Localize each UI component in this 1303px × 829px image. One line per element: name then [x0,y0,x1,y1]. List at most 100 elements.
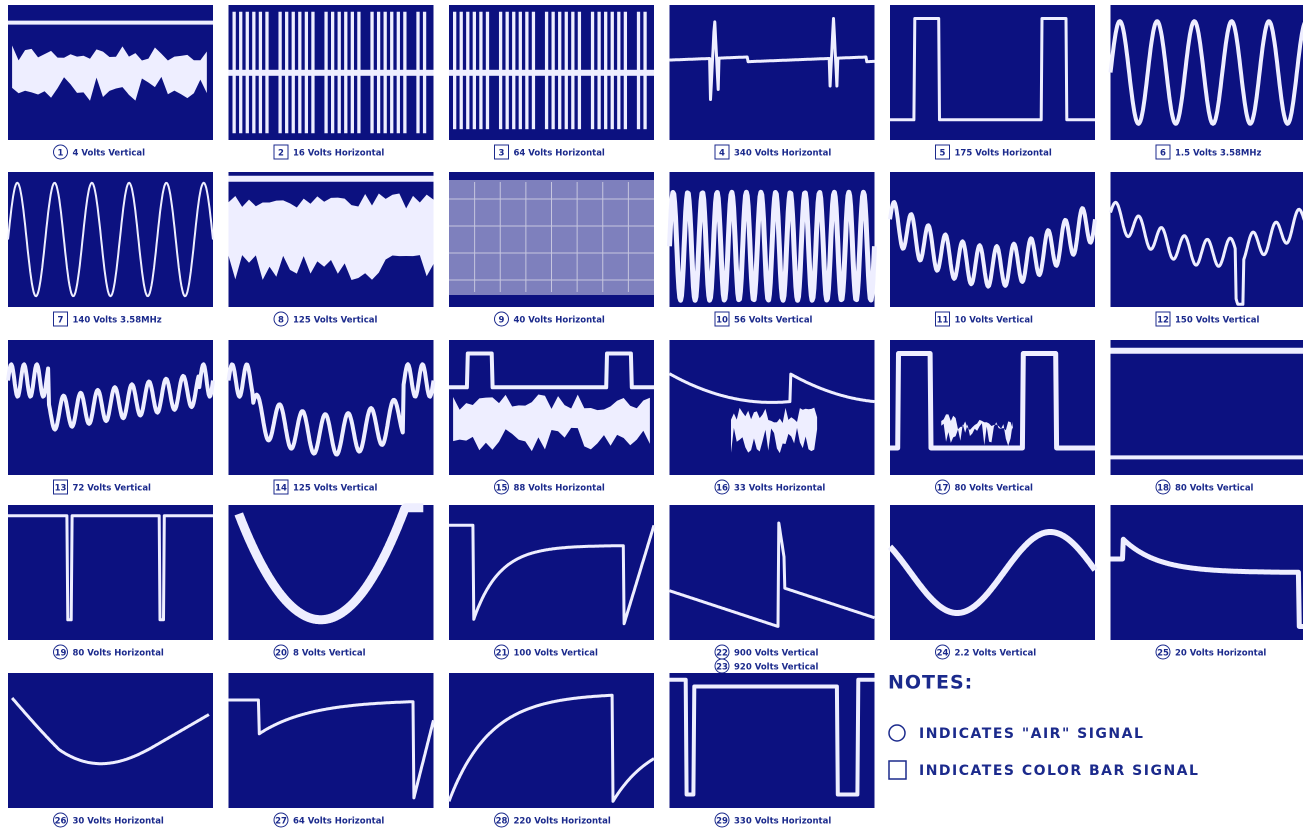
caption-label: 16 Volts Horizontal [293,149,384,159]
trace [448,523,656,626]
waveform-panel: 5 175 Volts Horizontal [889,5,1096,160]
caption-number: 1 [58,149,64,159]
colorbar-marker [1155,144,1171,160]
caption-number: 7 [58,316,64,326]
air-marker [1155,644,1171,660]
air-marker [273,311,289,327]
trace [6,362,215,432]
waveform-panel: 19 80 Volts Horizontal [7,505,214,660]
scope-screen [890,172,1095,307]
caption-number: 26 [55,817,67,827]
waveform-panel: 15 88 Volts Horizontal [447,340,656,495]
caption-label: 175 Volts Horizontal [955,149,1052,159]
air-marker [53,812,68,828]
waveform-panel: 21 100 Volts Vertical [448,505,656,660]
air-marker [494,479,509,495]
scope-screen [669,340,875,475]
caption-label: 2.2 Volts Vertical [955,649,1037,659]
trace-blob [941,414,1013,446]
trace [226,362,436,457]
air-marker [494,812,509,828]
trace [668,677,876,797]
scope-screen [890,340,1095,475]
trace-blob [228,193,434,280]
colorbar-marker [273,144,289,160]
caption-number: 12 [1157,316,1169,326]
caption-label: 125 Volts Vertical [293,316,377,326]
waveform-panel: 6 1.5 Volts 3.58MHz [1108,5,1303,160]
trace [227,698,435,800]
caption-label: 64 Volts Horizontal [514,149,605,159]
caption-number: 25 [1157,649,1169,659]
waveform-panel: 24 2.2 Volts Vertical [887,505,1098,660]
trace-bar [228,69,434,76]
trace [887,529,1098,616]
caption-label: 72 Volts Vertical [73,484,152,494]
waveform-panel: 25 20 Volts Horizontal [1108,505,1303,660]
waveform-panel: 1 4 Volts Vertical [6,5,215,160]
trace [889,17,1096,122]
waveform-panel: 29 330 Volts Horizontal [668,673,876,828]
caption-number: 21 [496,649,508,659]
trace [7,514,214,622]
trace-blob [12,45,207,101]
caption-number: 3 [499,149,505,159]
waveform-panel: 10 56 Volts Vertical [667,172,877,327]
air-marker [714,479,730,495]
trace-blob [453,394,650,452]
trace [1109,200,1303,306]
air-marker [273,644,289,660]
colorbar-marker [935,311,950,327]
caption-number: 17 [937,484,949,494]
caption-number: 13 [55,484,67,494]
caption-label: 330 Volts Horizontal [734,817,831,827]
note-text: INDICATES COLOR BAR SIGNAL [919,763,1199,779]
caption-number: 22 [716,649,728,659]
caption-label: 30 Volts Horizontal [73,817,164,827]
trace [447,693,655,803]
air-marker [53,644,68,660]
air-marker [888,724,906,742]
air-marker [935,644,950,660]
scope-screen [890,5,1095,140]
caption-number: 6 [1160,149,1166,159]
caption-number: 8 [278,316,284,326]
waveform-panel: 22 900 Volts Vertical 23 920 Volts Vertical [668,505,876,674]
scope-screen [8,505,213,640]
waveform-panel: 3 64 Volts Horizontal [449,5,654,160]
caption-label: 80 Volts Vertical [955,484,1034,494]
scope-screen [449,505,654,640]
waveform-panel: 16 33 Volts Horizontal [668,340,876,495]
waveform-panel: 2 16 Volts Horizontal [228,5,434,160]
air-marker [714,812,730,828]
caption-number: 15 [496,484,508,494]
waveform-panel: 27 64 Volts Horizontal [227,673,435,828]
caption-number: 29 [716,817,728,827]
waveform-panel: 9 40 Volts Horizontal [449,172,654,327]
scope-screen [8,673,213,808]
caption-number: 24 [937,649,949,659]
waveform-panel: 7 140 Volts 3.58MHz [7,172,214,327]
scope-screen [669,5,875,140]
caption-label: 20 Volts Horizontal [1175,649,1266,659]
trace [668,17,876,101]
air-marker [53,144,68,160]
caption-label: 80 Volts Vertical [1175,484,1254,494]
caption-label: 4 Volts Vertical [73,149,146,159]
caption-label: 64 Volts Horizontal [293,817,384,827]
trace [234,503,427,625]
caption-number: 5 [940,149,946,159]
air-marker [935,479,950,495]
waveform-panel: 8 125 Volts Vertical [226,172,436,327]
scope-screen [8,172,213,307]
colorbar-marker [714,144,730,160]
trace [1108,19,1303,126]
waveform-panel: 26 30 Volts Horizontal [8,673,213,828]
waveform-panel: 28 220 Volts Horizontal [447,673,655,828]
caption-label: 1.5 Volts 3.58MHz [1175,149,1262,159]
caption-label: 56 Volts Vertical [734,316,813,326]
scope-screen [1110,340,1303,475]
waveform-panel: 11 10 Volts Vertical [888,172,1097,327]
scope-screen [890,505,1095,640]
